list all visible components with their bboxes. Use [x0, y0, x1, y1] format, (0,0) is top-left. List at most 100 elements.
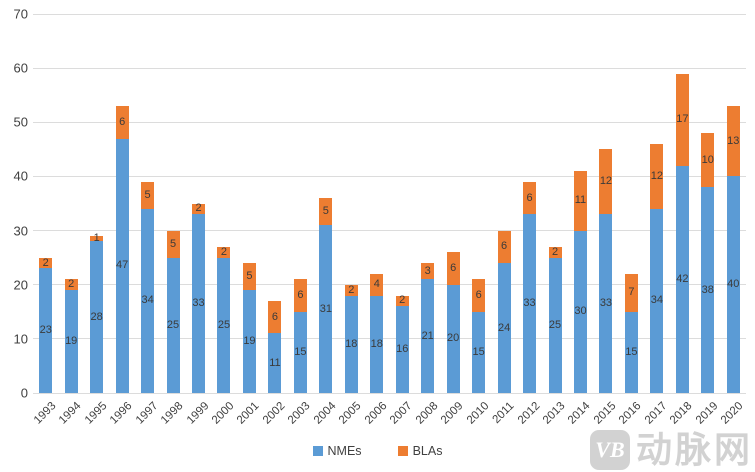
- nme-segment: 42: [675, 165, 689, 393]
- nme-segment: 40: [726, 176, 740, 393]
- nme-value-label: 15: [472, 345, 485, 358]
- legend-label-nmes: NMEs: [327, 444, 362, 458]
- vb-logo-badge: VB: [589, 430, 630, 470]
- bla-value-label: 6: [501, 240, 508, 253]
- bla-value-label: 2: [551, 245, 559, 258]
- nme-value-label: 47: [116, 259, 129, 272]
- y-axis-tick-label: 0: [20, 385, 28, 401]
- bla-value-label: 6: [271, 310, 278, 323]
- nme-value-label: 19: [243, 335, 256, 348]
- bla-segment: 2: [395, 295, 409, 307]
- nme-segment: 18: [344, 295, 358, 393]
- nme-segment: 34: [141, 208, 155, 393]
- bar-group-2013: 25 2: [548, 245, 562, 393]
- nme-segment: 38: [701, 187, 715, 393]
- bla-value-label: 13: [727, 134, 740, 147]
- nme-segment: 31: [319, 225, 333, 393]
- nme-segment: 21: [421, 279, 435, 393]
- bla-value-label: 2: [42, 256, 49, 269]
- bla-segment: 2: [344, 284, 358, 296]
- bla-value-label: 6: [297, 289, 304, 302]
- bla-segment: 2: [64, 279, 78, 291]
- nme-value-label: 23: [39, 324, 52, 337]
- bla-value-label: 10: [701, 153, 714, 166]
- bla-segment: 12: [650, 143, 664, 209]
- bla-segment: 5: [141, 181, 155, 209]
- bla-segment: 6: [497, 230, 511, 264]
- bla-value-label: 7: [628, 286, 635, 299]
- blas-swatch-icon: [397, 446, 408, 456]
- nme-segment: 33: [599, 214, 613, 393]
- bla-value-label: 6: [450, 261, 457, 274]
- gridline: [33, 392, 746, 394]
- bla-segment: 2: [39, 256, 53, 269]
- bar-group-1994: 19 2: [64, 279, 78, 393]
- gridline: [33, 284, 746, 286]
- bar-group-2012: 33 6: [523, 181, 537, 393]
- nme-segment: 16: [395, 306, 409, 393]
- gridline: [33, 175, 746, 177]
- bla-value-label: 5: [144, 188, 151, 201]
- nme-value-label: 11: [269, 356, 281, 369]
- nme-segment: 25: [548, 257, 562, 393]
- bar-group-2004: 31 5: [319, 198, 333, 393]
- bla-segment: 6: [115, 106, 129, 139]
- bar-group-2017: 34 12: [650, 143, 664, 393]
- nme-segment: 15: [293, 311, 307, 393]
- nme-segment: 33: [192, 214, 206, 393]
- bla-value-label: 4: [373, 278, 380, 291]
- bar-group-2005: 18 2: [344, 284, 358, 393]
- bla-value-label: 5: [322, 205, 329, 218]
- bar-group-2007: 16 2: [395, 295, 409, 393]
- nme-value-label: 30: [574, 305, 587, 318]
- nme-segment: 28: [90, 241, 104, 393]
- nmes-swatch-icon: [312, 446, 323, 456]
- bar-group-2010: 15 6: [472, 279, 486, 393]
- bla-value-label: 12: [599, 175, 613, 188]
- bar-group-2001: 19 5: [242, 263, 256, 393]
- bla-segment: 13: [726, 106, 740, 177]
- bla-segment: 10: [701, 133, 715, 188]
- nme-value-label: 25: [166, 318, 180, 331]
- bla-value-label: 5: [169, 237, 177, 250]
- bar-group-2002: 11 6: [268, 300, 282, 393]
- bla-value-label: 3: [424, 264, 431, 277]
- bla-value-label: 2: [195, 202, 202, 215]
- nme-value-label: 42: [676, 272, 689, 285]
- nme-segment: 15: [472, 311, 486, 393]
- bar-group-1997: 34 5: [141, 181, 155, 393]
- bar-group-1995: 28 1: [90, 233, 104, 393]
- bla-segment: 6: [268, 300, 282, 334]
- bla-segment: 5: [242, 263, 256, 291]
- bla-segment: 2: [192, 202, 206, 215]
- bla-segment: 5: [319, 198, 333, 226]
- nme-value-label: 18: [345, 337, 358, 350]
- nme-value-label: 33: [599, 297, 613, 310]
- bar-group-2011: 24 6: [497, 230, 511, 393]
- nme-value-label: 24: [497, 321, 511, 334]
- gridline: [33, 338, 746, 340]
- nme-segment: 15: [624, 311, 638, 393]
- bla-value-label: 12: [650, 169, 663, 182]
- bla-segment: 2: [548, 245, 562, 258]
- bar-group-2003: 15 6: [293, 279, 307, 393]
- y-axis-tick-label: 10: [13, 331, 28, 347]
- nme-segment: 18: [370, 295, 384, 393]
- nme-value-label: 40: [727, 278, 740, 291]
- bla-segment: 1: [90, 233, 104, 244]
- nme-value-label: 19: [65, 335, 78, 348]
- bla-segment: 3: [421, 263, 435, 280]
- bar-group-2014: 30 11: [573, 171, 587, 393]
- bar-group-1993: 23 2: [39, 256, 53, 393]
- bar-group-2000: 25 2: [217, 245, 231, 393]
- nme-segment: 34: [650, 208, 664, 393]
- nme-value-label: 31: [319, 302, 332, 315]
- bla-value-label: 6: [526, 191, 533, 204]
- gridline: [33, 67, 746, 69]
- bar-group-2015: 33 12: [599, 149, 613, 393]
- bla-value-label: 2: [220, 245, 228, 258]
- nme-value-label: 20: [447, 332, 460, 345]
- nme-segment: 23: [39, 268, 53, 393]
- nme-value-label: 28: [90, 310, 103, 323]
